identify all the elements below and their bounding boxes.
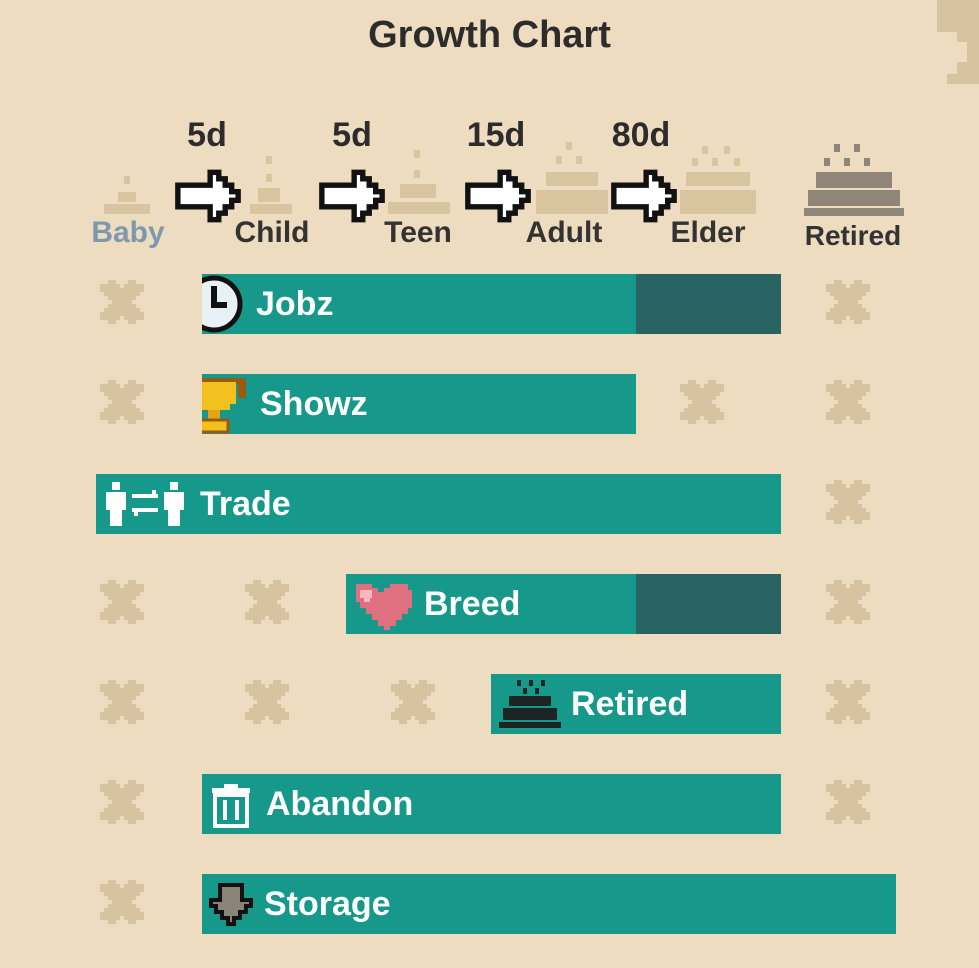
page-title: Growth Chart — [368, 14, 611, 56]
stage-baby: Baby — [91, 216, 165, 249]
showz-row[interactable]: Showz — [202, 374, 636, 434]
x-icon — [100, 580, 144, 624]
trash-icon — [212, 784, 250, 828]
duration-adult-elder: 80d — [611, 116, 671, 154]
x-icon — [826, 680, 870, 724]
breed-label: Breed — [424, 585, 521, 623]
elder-cake-icon — [680, 146, 756, 214]
stage-retired: Retired — [804, 220, 902, 251]
duration-teen-adult: 15d — [466, 116, 526, 154]
stage-child: Child — [234, 216, 310, 249]
stage-elder: Elder — [670, 216, 746, 249]
x-icon — [245, 680, 289, 724]
x-icon — [245, 580, 289, 624]
storage-row[interactable]: Storage — [202, 874, 896, 934]
trade-icon — [106, 482, 184, 526]
x-icon — [826, 380, 870, 424]
trophy-icon — [202, 378, 246, 434]
breed-partial-segment — [636, 574, 781, 634]
jobz-row[interactable]: Jobz — [202, 274, 781, 334]
storage-label: Storage — [264, 885, 391, 923]
teen-cake-icon — [388, 150, 450, 214]
retired-cake-icon — [804, 144, 904, 216]
x-icon — [680, 380, 724, 424]
trade-label: Trade — [200, 485, 291, 523]
abandon-row[interactable]: Abandon — [202, 774, 781, 834]
down-arrow-icon — [209, 883, 253, 926]
corner-decoration — [937, 0, 979, 84]
retired-row[interactable]: Retired — [491, 674, 781, 734]
x-icon — [391, 680, 435, 724]
baby-cake-icon — [104, 176, 150, 214]
x-icon — [826, 480, 870, 524]
retired-label: Retired — [571, 685, 689, 723]
x-icon — [826, 580, 870, 624]
x-icon — [100, 780, 144, 824]
x-icon — [826, 280, 870, 324]
stage-adult: Adult — [525, 216, 603, 249]
jobz-partial-segment — [636, 274, 781, 334]
cake-icon — [499, 680, 561, 728]
trade-row[interactable]: Trade — [96, 474, 781, 534]
adult-cake-icon — [536, 142, 608, 214]
x-icon — [100, 380, 144, 424]
x-icon — [100, 280, 144, 324]
duration-child-teen: 5d — [332, 116, 372, 154]
clock-icon — [202, 275, 243, 333]
stage-teen: Teen — [384, 216, 452, 249]
breed-row[interactable]: Breed — [346, 574, 781, 634]
showz-label: Showz — [260, 385, 368, 423]
abandon-label: Abandon — [266, 785, 414, 823]
duration-baby-child: 5d — [187, 116, 227, 154]
heart-icon — [354, 584, 412, 630]
x-icon — [100, 880, 144, 924]
x-icon — [826, 780, 870, 824]
x-icon — [100, 680, 144, 724]
jobz-label: Jobz — [256, 285, 334, 323]
child-cake-icon — [250, 156, 292, 214]
